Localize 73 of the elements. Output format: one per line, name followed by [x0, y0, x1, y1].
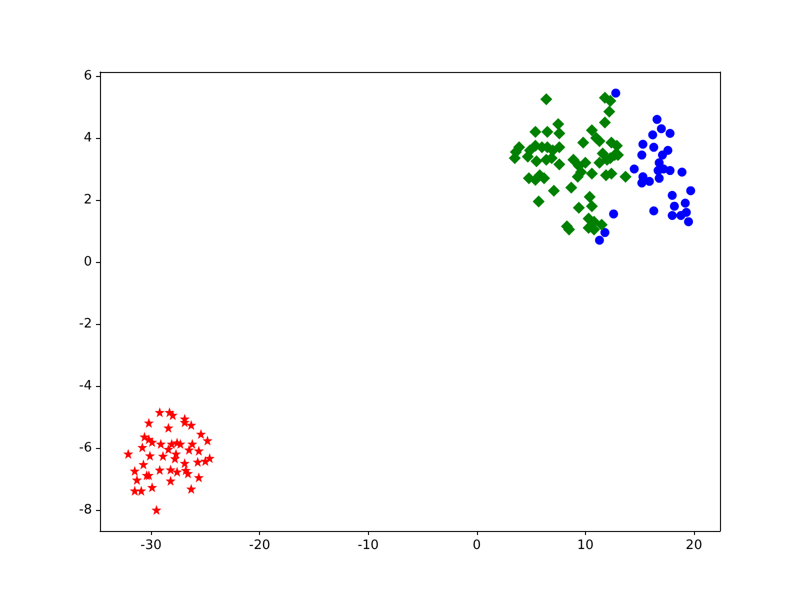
point [204, 453, 215, 464]
point [686, 186, 696, 196]
point [147, 437, 158, 448]
point [684, 217, 694, 226]
point [192, 456, 203, 467]
point [666, 166, 675, 176]
point [666, 128, 675, 138]
point [163, 422, 174, 433]
point [166, 464, 176, 475]
point [166, 476, 176, 486]
point [649, 142, 658, 152]
point [184, 444, 194, 455]
y-tick-label: 4 [84, 130, 92, 146]
point [668, 211, 677, 220]
point [137, 442, 148, 452]
x-tick-label: 20 [686, 538, 702, 553]
point [147, 482, 158, 492]
point [654, 174, 664, 183]
point [656, 124, 666, 134]
point [123, 448, 134, 459]
point [594, 236, 604, 245]
point [163, 444, 174, 454]
point [658, 150, 667, 160]
point [194, 472, 204, 482]
point [649, 206, 658, 216]
point [637, 178, 646, 188]
point [180, 458, 190, 468]
point [682, 208, 691, 217]
point [644, 176, 654, 186]
y-tick-label: -4 [79, 378, 92, 394]
x-tick-label: 10 [577, 538, 594, 553]
y-tick-label: -6 [79, 440, 92, 456]
point [144, 450, 155, 461]
point [670, 202, 679, 211]
y-tick-label: 0 [84, 254, 92, 270]
point [648, 130, 658, 140]
point [158, 451, 168, 461]
point [637, 150, 646, 160]
point [630, 164, 639, 174]
point [652, 114, 662, 124]
x-tick-label: -30 [140, 538, 162, 553]
x-tick-label: -20 [248, 538, 270, 553]
point [156, 438, 166, 449]
x-tick-label: 0 [472, 538, 481, 553]
y-tick-label: 6 [84, 68, 92, 84]
point [144, 418, 154, 428]
point [202, 436, 212, 446]
point [186, 420, 196, 430]
point [166, 438, 177, 449]
point [168, 410, 178, 420]
point [600, 228, 610, 238]
point [678, 168, 686, 177]
point [609, 209, 618, 218]
y-tick-label: 2 [84, 192, 92, 208]
point [132, 474, 142, 485]
point [187, 438, 198, 449]
point [668, 190, 677, 200]
x-tick-label: -10 [358, 538, 379, 553]
point [611, 88, 620, 98]
point [194, 446, 204, 456]
point [638, 140, 648, 149]
point [151, 504, 162, 515]
point [138, 459, 148, 470]
point [186, 484, 196, 494]
y-tick-label: -8 [79, 502, 92, 518]
point [680, 198, 690, 208]
y-tick-label: -2 [79, 316, 92, 332]
point [172, 466, 182, 477]
point [154, 464, 165, 475]
point [154, 407, 165, 418]
point [130, 466, 140, 476]
point [182, 468, 193, 478]
point [196, 428, 206, 439]
